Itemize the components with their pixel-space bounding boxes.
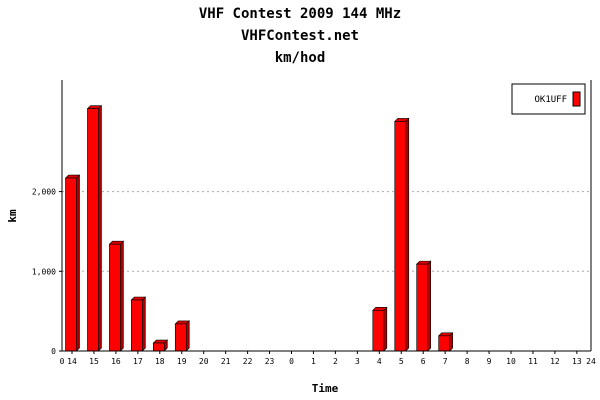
- x-tick-label: 12: [550, 357, 560, 366]
- bars-layer: [64, 104, 454, 352]
- bar: [86, 104, 103, 352]
- bar: [372, 306, 388, 352]
- x-tick-label: 21: [221, 357, 231, 366]
- x-tick-label: 23: [265, 357, 275, 366]
- bar-front: [394, 121, 407, 352]
- grid-layer: [62, 191, 591, 272]
- bar: [174, 320, 190, 352]
- y-axis-title: km: [6, 209, 19, 223]
- x-tick-label: 1: [311, 357, 316, 366]
- legend-label: OK1UFF: [534, 95, 567, 105]
- x-tick-label: 9: [487, 357, 492, 366]
- bar-side: [383, 306, 388, 352]
- x-tick-label: 0: [289, 357, 294, 366]
- chart-title: VHF Contest 2009 144 MHz: [198, 6, 402, 22]
- chart-units-subtitle: km/hod: [274, 50, 326, 66]
- bar: [415, 260, 432, 352]
- axes-layer: [61, 80, 592, 352]
- bar-front: [372, 310, 385, 352]
- bar-front: [153, 342, 165, 352]
- bar-front: [174, 323, 187, 352]
- x-tick-label: 14: [67, 357, 77, 366]
- bar-front: [438, 335, 450, 352]
- x-tick-label: 18: [155, 357, 165, 366]
- bar-side: [98, 104, 102, 352]
- x-tick-label: 3: [355, 357, 360, 366]
- x-tick-label: 13: [572, 357, 582, 366]
- x-tick-label: 22: [243, 357, 253, 366]
- bar-side: [120, 240, 124, 352]
- bar-side: [405, 117, 410, 352]
- x-tick-label: 10: [506, 357, 516, 366]
- bar-front: [109, 243, 121, 352]
- bar: [437, 332, 454, 352]
- bar-front: [131, 299, 143, 352]
- legend-swatch: [572, 91, 581, 107]
- bar: [64, 174, 81, 352]
- x-tick-label: 20: [199, 357, 209, 366]
- bar-side: [185, 320, 190, 352]
- bar-front: [65, 177, 77, 352]
- x-tick-label: 5: [399, 357, 404, 366]
- bar: [394, 117, 410, 352]
- bar-side: [76, 174, 80, 352]
- x-tick-label: 4: [377, 357, 382, 366]
- x-axis-end-label: 24: [586, 357, 596, 366]
- y-tick-label: 0: [51, 347, 56, 356]
- x-tick-label: 7: [443, 357, 448, 366]
- chart-subtitle: VHFContest.net: [240, 28, 359, 44]
- x-axis-title: Time: [312, 382, 339, 395]
- x-tick-label: 8: [465, 357, 470, 366]
- bar: [108, 240, 125, 352]
- x-tick-label: 2: [333, 357, 338, 366]
- x-tick-label: 11: [528, 357, 538, 366]
- x-tick-label: 6: [421, 357, 426, 366]
- y-tick-label: 1,000: [32, 267, 56, 276]
- legend: OK1UFF: [511, 83, 586, 115]
- bar-side: [142, 296, 146, 352]
- x-tick-label: 17: [133, 357, 143, 366]
- bar: [152, 339, 169, 352]
- x-tick-label: 19: [177, 357, 187, 366]
- x-axis-start-label: 0: [60, 357, 65, 366]
- y-tick-label: 2,000: [32, 188, 56, 197]
- x-tick-label: 15: [89, 357, 99, 366]
- bar-side: [427, 260, 432, 352]
- bar: [130, 296, 147, 352]
- bar-front: [87, 108, 99, 352]
- bar-front: [416, 263, 429, 352]
- x-tick-label: 16: [111, 357, 121, 366]
